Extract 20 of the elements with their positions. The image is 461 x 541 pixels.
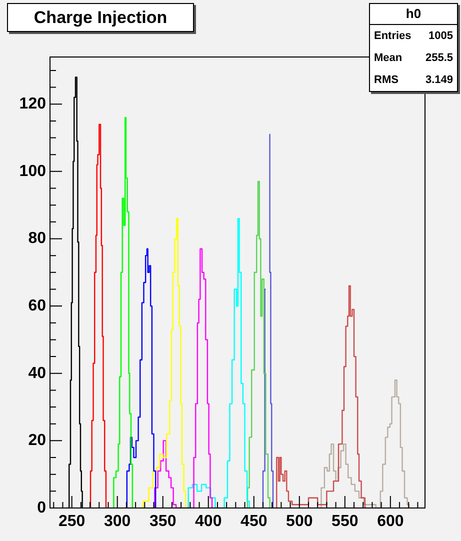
x-tick-label: 400: [195, 513, 222, 530]
text: RMS 3.149: [374, 74, 453, 86]
x-tick-label: 450: [240, 513, 268, 530]
y-tick-label: 100: [19, 162, 46, 180]
y-tick-label: 80: [28, 230, 46, 248]
text: Mean 255.5: [374, 52, 453, 64]
x-tick-label: 500: [286, 513, 313, 530]
text: Entries 1005: [374, 30, 453, 42]
y-tick-label: 120: [19, 96, 46, 113]
x-tick-label: 250: [58, 513, 86, 530]
text: h0: [370, 4, 457, 25]
y-tick-label: 60: [28, 297, 46, 314]
chart-title: Charge Injection: [7, 3, 194, 32]
y-tick-label: 40: [28, 364, 46, 382]
x-tick-label: 300: [104, 513, 131, 530]
y-tick-label: 0: [37, 499, 46, 516]
x-tick-label: 550: [332, 513, 358, 530]
x-tick-label: 350: [150, 513, 176, 530]
y-tick-label: 20: [28, 432, 46, 450]
x-tick-label: 600: [377, 513, 404, 530]
